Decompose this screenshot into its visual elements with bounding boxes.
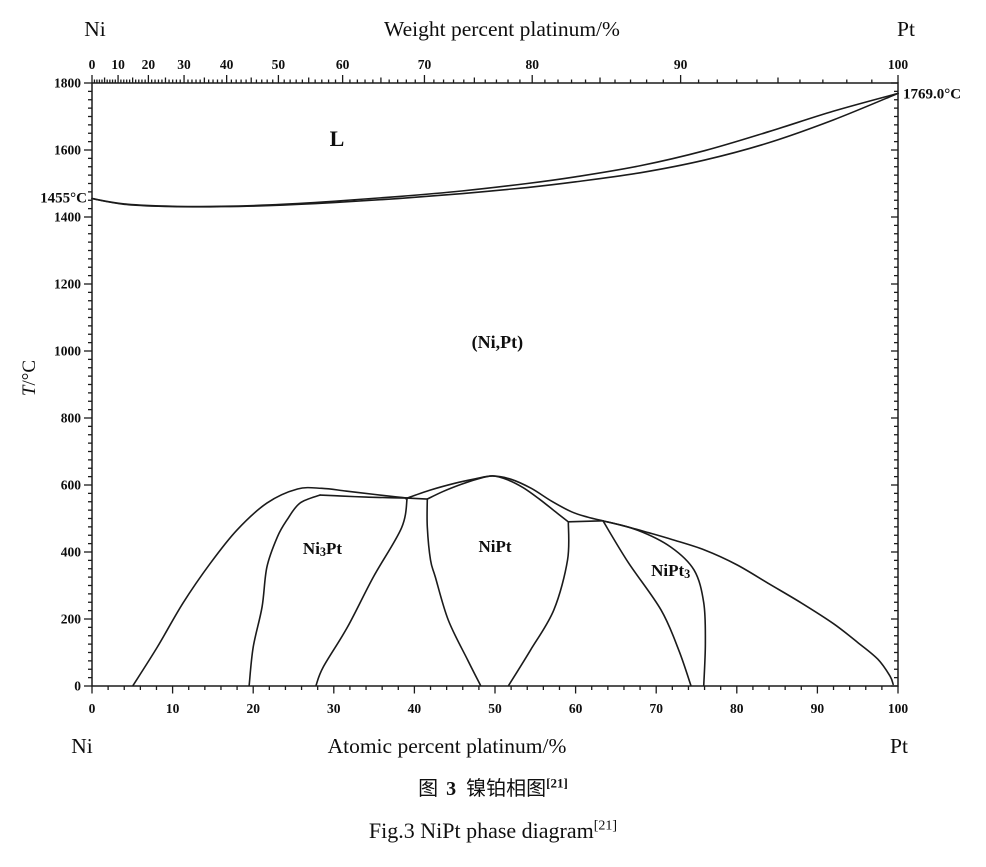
- left-tick-label: 0: [74, 679, 81, 694]
- phase-label-l: L: [330, 125, 345, 150]
- bottom-axis-tick-labels: 0 10 20 30 40 50 60 70 80 90 100: [89, 701, 909, 716]
- curve-nipt-top: [426, 475, 570, 523]
- left-axis-ticks: [84, 82, 92, 687]
- caption-en-reference: [21]: [593, 818, 618, 834]
- curve-nipt3-right: [602, 520, 707, 687]
- corner-label-ni-top: Ni: [84, 17, 106, 41]
- top-tick-label: 60: [336, 57, 350, 72]
- bottom-tick-label: 70: [649, 701, 663, 716]
- left-tick-label: 400: [61, 545, 82, 560]
- left-tick-label: 1200: [54, 277, 81, 292]
- top-tick-label: 10: [111, 57, 125, 72]
- curve-solidus: [91, 92, 899, 208]
- curve-tie-line-ni3pt-nipt: [406, 497, 429, 500]
- bottom-tick-label: 40: [408, 701, 422, 716]
- bottom-tick-label: 60: [569, 701, 583, 716]
- bottom-tick-label: 10: [166, 701, 180, 716]
- caption-cn-reference: [21]: [546, 775, 568, 791]
- top-tick-label: 30: [177, 57, 191, 72]
- curve-nipt-right-lower: [507, 521, 570, 687]
- bottom-tick-label: 30: [327, 701, 341, 716]
- caption-chinese: 图 3 镍铂相图[21]: [0, 772, 986, 801]
- y-axis-title: T/°C: [19, 360, 40, 396]
- bottom-tick-label: 20: [246, 701, 260, 716]
- corner-label-ni-bottom: Ni: [71, 734, 93, 758]
- top-axis-tick-labels: 0 10 20 30 40 50 60 70 80 90 100: [89, 57, 909, 72]
- top-axis-ticks: [91, 75, 899, 83]
- left-tick-label: 1400: [54, 210, 81, 225]
- curve-tie-line-nipt-nipt3: [567, 520, 604, 523]
- bottom-tick-label: 0: [89, 701, 96, 716]
- curve-solvus-envelope: [132, 475, 894, 687]
- top-tick-label: 90: [674, 57, 688, 72]
- bottom-tick-label: 50: [488, 701, 502, 716]
- plot-border: [91, 82, 899, 687]
- caption-en-title: Fig.3 NiPt phase diagram: [368, 818, 594, 843]
- left-axis-tick-labels: 0 200 400 600 800 1000 1200 1400 1600 1800: [54, 76, 81, 694]
- left-tick-label: 600: [61, 478, 82, 493]
- left-tick-label: 200: [61, 612, 82, 627]
- caption-cn-fig-label: 图: [418, 778, 439, 800]
- left-tick-label: 800: [61, 411, 82, 426]
- phase-label-nipt: (Ni,Pt): [472, 332, 523, 353]
- annotation-ni-melting-point: 1455°C: [40, 191, 87, 207]
- curve-nipt-left: [426, 498, 482, 687]
- top-tick-label: 100: [888, 57, 909, 72]
- phase-label-nipt3: NiPt3: [651, 561, 690, 582]
- phase-region-labels: L (Ni,Pt) Ni3Pt NiPt NiPt3: [303, 125, 690, 581]
- curve-ni3pt-top: [319, 494, 408, 499]
- left-tick-label: 1800: [54, 76, 81, 91]
- phase-label-ni3pt: Ni3Pt: [303, 538, 343, 559]
- bottom-tick-label: 100: [888, 701, 909, 716]
- top-tick-label: 80: [525, 57, 539, 72]
- top-tick-label: 40: [220, 57, 234, 72]
- curve-ni3pt-left: [248, 494, 321, 687]
- temperature-annotations: 1455°C 1769.0°C: [40, 86, 961, 206]
- bottom-axis-ticks: [91, 686, 899, 694]
- caption-cn-title: 镍铂相图: [466, 778, 547, 800]
- curve-nipt3-left: [602, 520, 692, 687]
- bottom-tick-label: 90: [811, 701, 825, 716]
- corner-label-pt-bottom: Pt: [890, 734, 908, 758]
- corner-label-pt-top: Pt: [897, 17, 915, 41]
- bottom-tick-label: 80: [730, 701, 744, 716]
- bottom-axis-title: Atomic percent platinum/%: [328, 734, 567, 758]
- phase-diagram-chart: 0 10 20 30 40 50 60 70 80 90 1000 10 20 30 40 50 60 70 80 9…: [19, 17, 962, 758]
- top-tick-label: 0: [89, 57, 96, 72]
- top-tick-label: 50: [272, 57, 286, 72]
- right-axis-ticks: [891, 82, 898, 687]
- annotation-pt-melting-point: 1769.0°C: [903, 86, 961, 102]
- caption-cn-fig-number: 3: [446, 778, 457, 800]
- caption-english: Fig.3 NiPt phase diagram[21]: [0, 818, 986, 844]
- phase-label-nipt: NiPt: [478, 536, 511, 555]
- curve-ni3pt-right: [315, 497, 408, 687]
- top-axis-title: Weight percent platinum/%: [384, 17, 620, 41]
- left-tick-label: 1000: [54, 344, 81, 359]
- left-tick-label: 1600: [54, 143, 81, 158]
- curve-liquidus: [91, 92, 899, 208]
- phase-boundary-curves: [91, 92, 899, 687]
- top-tick-label: 70: [418, 57, 432, 72]
- top-tick-label: 20: [142, 57, 156, 72]
